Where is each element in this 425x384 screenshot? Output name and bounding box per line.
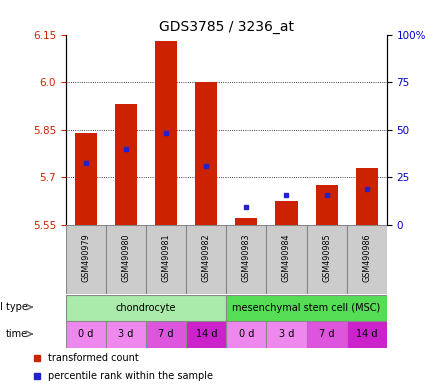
Bar [306, 225, 347, 294]
Text: 0 d: 0 d [78, 329, 94, 339]
Bar [266, 225, 306, 294]
Text: 0 d: 0 d [239, 329, 254, 339]
Text: 3 d: 3 d [118, 329, 134, 339]
Text: GSM490981: GSM490981 [162, 233, 171, 282]
Bar [66, 295, 226, 321]
Text: mesenchymal stem cell (MSC): mesenchymal stem cell (MSC) [232, 303, 381, 313]
Text: GSM490986: GSM490986 [362, 233, 371, 282]
Text: GSM490984: GSM490984 [282, 233, 291, 282]
Bar [226, 321, 266, 348]
Bar [235, 218, 258, 225]
Text: transformed count: transformed count [48, 353, 139, 363]
Bar [186, 321, 226, 348]
Bar [226, 225, 266, 294]
Bar [146, 321, 186, 348]
Bar [115, 104, 137, 225]
Bar [66, 225, 106, 294]
Bar [146, 225, 186, 294]
Title: GDS3785 / 3236_at: GDS3785 / 3236_at [159, 20, 294, 33]
Bar [315, 185, 337, 225]
Text: GSM490983: GSM490983 [242, 233, 251, 282]
Bar [226, 295, 387, 321]
Bar [106, 225, 146, 294]
Bar [347, 225, 387, 294]
Text: cell type: cell type [0, 302, 28, 312]
Bar [347, 321, 387, 348]
Text: GSM490979: GSM490979 [82, 233, 91, 282]
Bar [66, 321, 106, 348]
Text: 3 d: 3 d [279, 329, 294, 339]
Text: 14 d: 14 d [356, 329, 377, 339]
Text: 7 d: 7 d [319, 329, 334, 339]
Bar [356, 167, 378, 225]
Text: GSM490982: GSM490982 [202, 233, 211, 282]
Text: GSM490985: GSM490985 [322, 233, 331, 282]
Text: 14 d: 14 d [196, 329, 217, 339]
Bar [75, 133, 97, 225]
Bar [275, 201, 298, 225]
Bar [195, 82, 217, 225]
Text: time: time [6, 329, 28, 339]
Text: 7 d: 7 d [159, 329, 174, 339]
Text: GSM490980: GSM490980 [122, 233, 130, 282]
Bar [266, 321, 306, 348]
Bar [106, 321, 146, 348]
Text: percentile rank within the sample: percentile rank within the sample [48, 371, 213, 381]
Bar [186, 225, 226, 294]
Bar [155, 41, 177, 225]
Bar [306, 321, 347, 348]
Text: chondrocyte: chondrocyte [116, 303, 176, 313]
